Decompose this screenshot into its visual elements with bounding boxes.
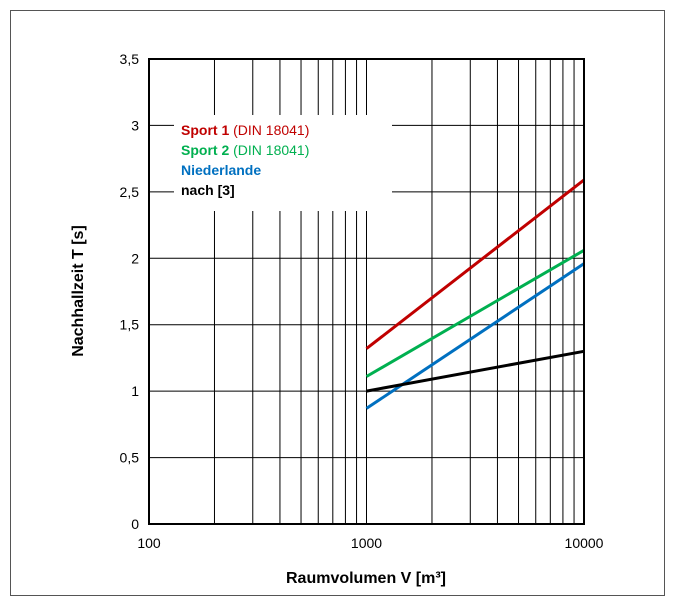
legend-entry: Sport 1 (DIN 18041) <box>181 122 309 138</box>
legend-entry: nach [3] <box>181 182 235 198</box>
y-tick-label: 1 <box>131 383 139 399</box>
y-tick-label: 1,5 <box>120 317 140 333</box>
legend-series-name: Sport 2 <box>181 142 229 158</box>
y-axis-title: Nachhallzeit T [s] <box>70 225 87 357</box>
legend-background <box>174 115 392 211</box>
y-tick-label: 3 <box>131 117 139 133</box>
legend-entry: Niederlande <box>181 162 261 178</box>
y-tick-labels: 0 0,5 1 1,5 2 2,5 3 3,5 <box>120 51 140 532</box>
y-tick-label: 0 <box>131 516 139 532</box>
legend: Sport 1 (DIN 18041)Sport 2 (DIN 18041)Ni… <box>181 122 309 198</box>
chart: Sport 1 (DIN 18041)Sport 2 (DIN 18041)Ni… <box>70 51 604 587</box>
y-tick-label: 2,5 <box>120 184 140 200</box>
series-lines <box>365 178 585 410</box>
y-tick-label: 3,5 <box>120 51 140 67</box>
plot-area-border <box>148 58 585 525</box>
legend-series-name: Sport 1 <box>181 122 229 138</box>
series-line <box>365 249 585 378</box>
x-axis-title: Raumvolumen V [m³] <box>286 570 446 587</box>
series-line <box>365 178 585 350</box>
series-line <box>366 349 585 393</box>
x-tick-label: 100 <box>137 535 161 551</box>
legend-series-note: (DIN 18041) <box>229 142 309 158</box>
y-tick-label: 0,5 <box>120 450 140 466</box>
legend-series-note: (DIN 18041) <box>229 122 309 138</box>
legend-entry: Sport 2 (DIN 18041) <box>181 142 309 158</box>
legend-series-name: Niederlande <box>181 162 261 178</box>
legend-series-name: nach [3] <box>181 182 235 198</box>
x-tick-label: 10000 <box>565 535 604 551</box>
chart-frame: Sport 1 (DIN 18041) Sport 2 (DIN 18041) Ni… <box>10 10 665 596</box>
x-tick-labels: 100 1000 10000 <box>137 535 603 551</box>
x-tick-label: 1000 <box>351 535 382 551</box>
y-tick-label: 2 <box>131 250 139 266</box>
